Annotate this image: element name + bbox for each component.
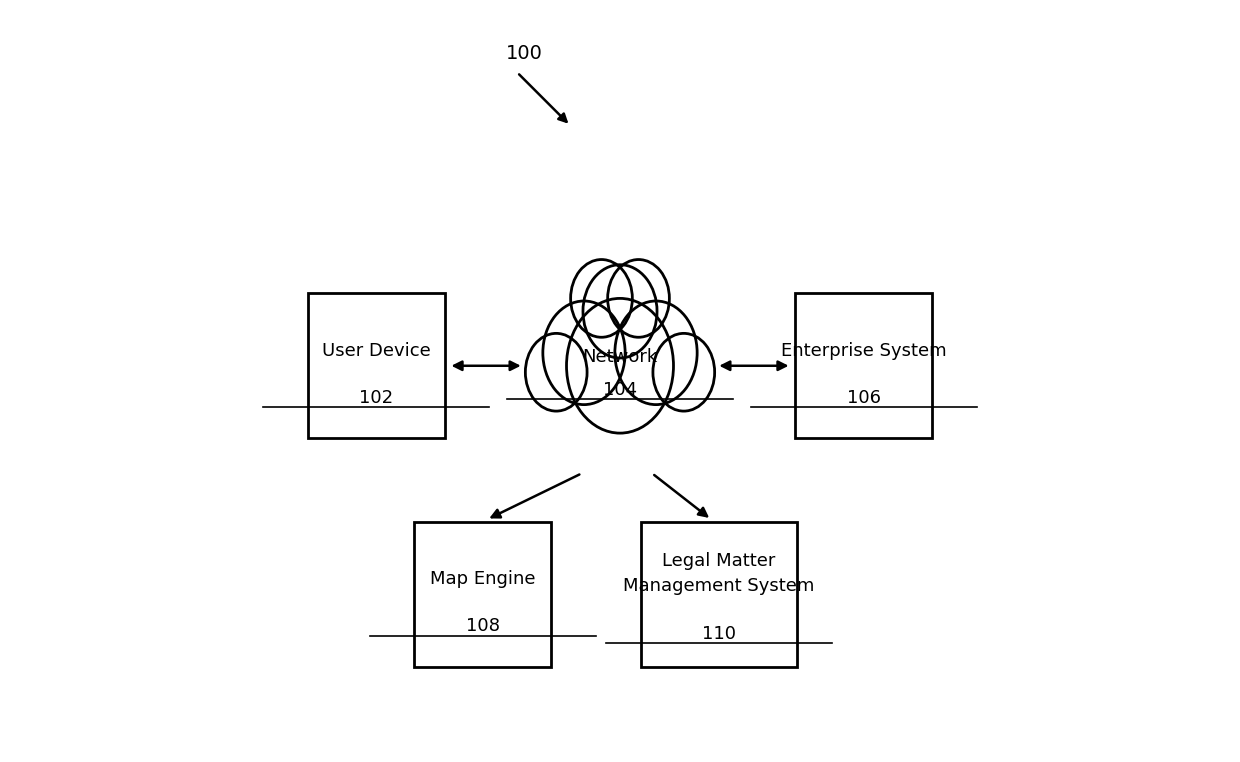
Text: Enterprise System: Enterprise System (781, 341, 946, 360)
FancyBboxPatch shape (414, 522, 552, 667)
Ellipse shape (615, 301, 697, 405)
Ellipse shape (526, 334, 587, 411)
Ellipse shape (583, 264, 657, 358)
Text: 110: 110 (702, 625, 737, 643)
Ellipse shape (570, 260, 632, 338)
Ellipse shape (567, 299, 673, 433)
Text: 104: 104 (603, 381, 637, 399)
Ellipse shape (543, 301, 625, 405)
Text: 102: 102 (360, 389, 393, 407)
FancyBboxPatch shape (308, 293, 445, 438)
Text: Legal Matter
Management System: Legal Matter Management System (624, 552, 815, 594)
Text: 100: 100 (506, 44, 543, 62)
Text: Map Engine: Map Engine (430, 570, 536, 588)
FancyBboxPatch shape (641, 522, 797, 667)
Text: 108: 108 (466, 617, 500, 636)
Ellipse shape (608, 260, 670, 338)
Text: 106: 106 (847, 389, 880, 407)
Text: Network: Network (583, 347, 657, 366)
Text: User Device: User Device (322, 341, 430, 360)
FancyBboxPatch shape (795, 293, 932, 438)
Ellipse shape (653, 334, 714, 411)
